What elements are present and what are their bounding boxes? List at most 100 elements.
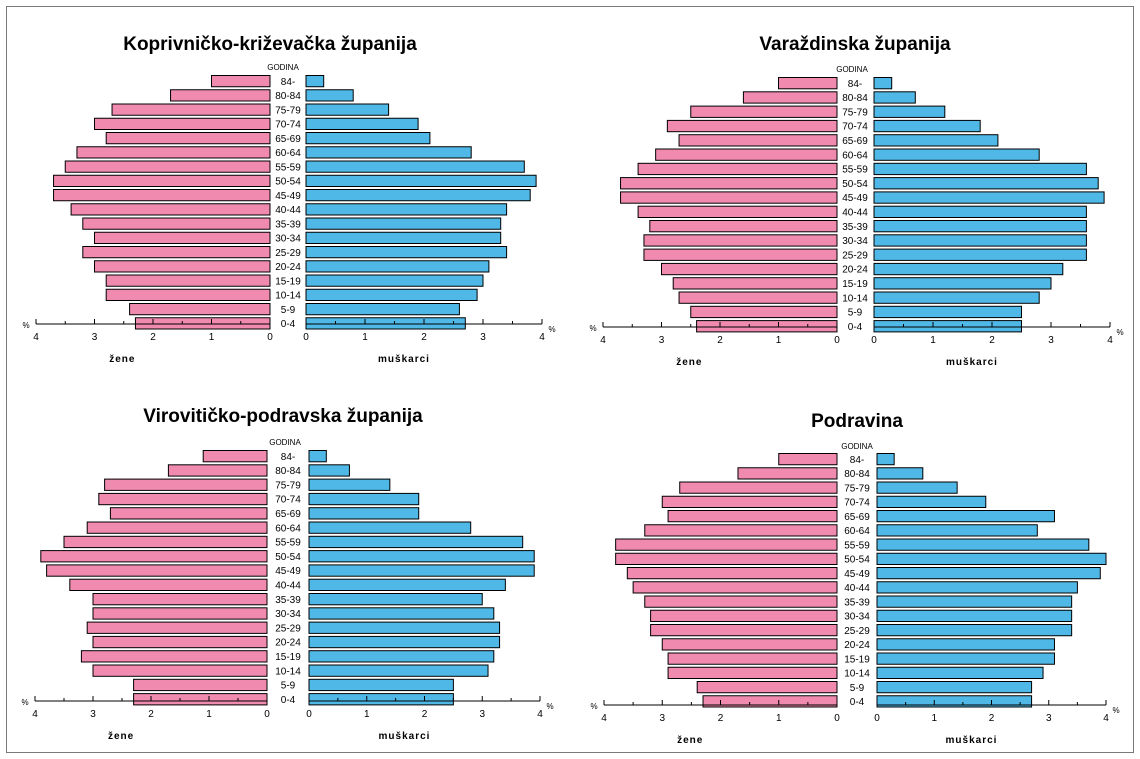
male-bar [876,581,1078,594]
male-bar [308,478,391,491]
age-group-label: 75-79 [844,483,870,494]
age-group-label: 60-64 [275,523,301,534]
age-group-label: 35-39 [275,219,301,230]
age-group-label: 60-64 [275,148,301,159]
age-group-label: 5-9 [281,681,296,692]
female-bar [170,89,271,102]
female-bar [104,478,268,491]
male-x-tick-label: 4 [1107,335,1113,346]
female-bar [133,693,268,706]
male-bar [305,146,472,159]
female-bar [129,303,271,316]
age-group-label: 30-34 [844,612,870,623]
male-bar [305,303,460,316]
female-bar [679,481,838,494]
male-bar [876,595,1073,608]
female-bar [202,450,268,463]
chart-title: Varaždinska županija [759,34,951,55]
female-bar [167,464,268,477]
female-bar [64,160,271,173]
female-bar [667,510,838,523]
female-bar [696,320,838,333]
female-bar [105,288,271,301]
female-x-tick-label: 1 [209,332,215,343]
female-bar [76,146,271,159]
male-bar [876,510,1055,523]
female-unit-label: % [590,702,597,711]
female-x-tick-label: 4 [601,713,607,724]
female-bar [46,564,268,577]
age-group-label: 5-9 [850,683,865,694]
age-group-label: 40-44 [275,581,301,592]
female-x-tick-label: 2 [717,335,723,346]
male-unit-label: % [1112,706,1119,715]
female-x-tick-label: 1 [776,335,782,346]
female-bar [133,678,268,692]
age-group-label: 35-39 [275,595,301,606]
age-group-label: 40-44 [842,208,868,219]
male-series-label: muškarci [378,354,430,365]
female-bar [80,650,268,663]
female-bar [105,274,271,287]
female-series-label: žene [108,731,134,742]
age-group-label: 10-14 [842,293,868,304]
age-group-label: 15-19 [275,276,301,287]
female-bar [53,189,271,202]
male-bar [305,103,390,116]
age-group-label: 50-54 [844,555,870,566]
age-group-label: 10-14 [275,666,301,677]
female-bar [696,681,838,694]
age-group-label: 0-4 [281,319,296,330]
male-bar [873,134,999,147]
age-group-label: 65-69 [842,136,868,147]
age-group-label: 10-14 [275,291,301,302]
male-bar [873,148,1040,161]
age-group-label: 80-84 [275,91,301,102]
male-bar [876,453,895,466]
male-bar [308,521,472,534]
female-bar [82,246,271,259]
male-bar [873,220,1087,233]
male-bar [873,77,893,90]
male-bar [308,464,350,477]
age-group-label: 5-9 [848,308,863,319]
male-x-tick-label: 1 [931,713,937,724]
female-x-tick-label: 0 [267,332,273,343]
male-series-label: muškarci [379,731,431,742]
male-bar [308,550,535,563]
male-bar [305,160,525,173]
age-group-label: 84- [281,77,295,88]
age-group-label: 70-74 [275,495,301,506]
female-bar [650,624,838,637]
male-bar [876,467,924,480]
age-group-label: 35-39 [844,597,870,608]
male-bar [873,291,1040,304]
female-bar [672,277,838,290]
male-series-label: muškarci [946,357,998,368]
male-bar [876,552,1107,565]
male-bar [873,248,1087,261]
male-x-tick-label: 2 [989,335,995,346]
female-bar [63,535,268,549]
age-group-label: 10-14 [844,669,870,680]
female-x-tick-label: 2 [150,332,156,343]
female-bar [70,203,271,216]
male-bar [873,191,1105,204]
female-bar [690,105,838,118]
female-bar [690,305,838,319]
female-bar [661,262,838,276]
female-bar [211,75,271,88]
female-bar [92,664,268,677]
male-bar [305,75,325,88]
male-bar [876,538,1090,551]
male-bar [305,246,508,259]
female-x-tick-label: 3 [90,709,96,720]
male-bar [876,495,987,508]
age-group-label: 55-59 [275,162,301,173]
male-bar [305,260,490,273]
female-bar [655,148,838,161]
male-bar [305,174,537,187]
age-group-label: 20-24 [275,638,301,649]
female-bar [111,103,271,116]
male-bar [873,205,1087,218]
